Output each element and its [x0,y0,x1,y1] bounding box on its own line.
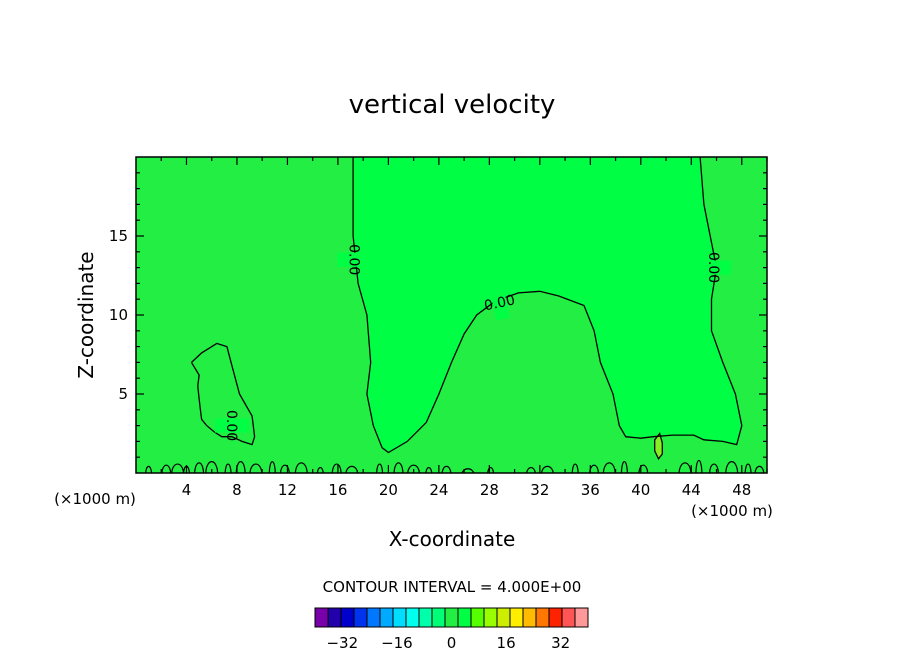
x-axis-label: X-coordinate [389,527,516,551]
surface-contour-blob [393,462,404,473]
surface-contour-blob [620,461,628,473]
surface-contour-blob [194,462,205,473]
colorbar-swatch [548,607,563,628]
colorbar-swatch [522,607,537,628]
colorbar-swatch [457,607,472,628]
colorbar-swatch [353,607,368,628]
contour-left-cell [190,342,256,446]
positive-velocity-region [353,157,742,453]
x-tick-label: 4 [182,481,192,499]
contour-label: 0.00 [705,252,721,283]
x-tick-label: 12 [278,481,297,499]
contour-label-backdrop [489,284,510,321]
colorbar-label: 0 [447,634,457,652]
surface-contour-blob [294,462,308,473]
x-tick-label: 36 [581,481,600,499]
colorbar-label: 16 [497,634,516,652]
surface-contour-blob [376,463,384,473]
surface-contour-blob [744,463,752,473]
axis-ticks [136,157,768,473]
x-tick-label: 8 [232,481,242,499]
x-tick-label: 44 [682,481,701,499]
surface-contour-blob [331,463,342,473]
colorbar-swatch [405,607,420,628]
surface-contour-blob [725,461,739,473]
colorbar-labels: −32 −16 0 16 32 [326,634,570,652]
colorbar-swatch [561,607,576,628]
colorbar-swatch [444,607,459,628]
contour-label-backdrop [214,418,249,433]
surface-contour-blob [249,463,263,473]
colorbar-swatch [535,607,550,628]
surface-contour-blob [205,461,219,473]
weak-updraft-cell [654,433,663,459]
y-tick-label: 15 [109,227,128,245]
x-units-right: (×1000 m) [691,502,773,520]
x-units-left: (×1000 m) [54,490,136,508]
contour-labels: 0.00 0.00 0.00 0.00 [214,244,731,441]
colorbar-swatch [340,607,355,628]
colorbar-swatch [366,607,381,628]
surface-contour-blob [224,463,232,473]
y-tick-label: 10 [109,306,128,324]
zero-contour-lines [190,157,743,461]
surface-contour-blob [638,464,649,473]
colorbar [314,607,589,628]
colorbar-swatch [574,607,589,628]
surface-contour-blob [407,464,420,473]
colorbar-swatch [418,607,433,628]
y-tick-label: 5 [118,385,128,403]
chart-title: vertical velocity [349,90,556,120]
surface-contour-blob [709,463,719,473]
colorbar-label: −16 [381,634,413,652]
colorbar-swatch [509,607,524,628]
colorbar-label: 32 [551,634,570,652]
contour-label-backdrop [337,252,372,267]
surface-contour-blob [602,462,616,473]
contour-right-cell [654,432,663,461]
contour-label: 0.00 [345,244,361,275]
surface-contour-blob [268,461,276,473]
contour-label: 0.00 [223,410,239,441]
x-tick-labels: 4 8 12 16 20 24 28 32 36 40 44 48 [182,481,752,499]
x-tick-label: 16 [328,481,347,499]
colorbar-swatch [327,607,342,628]
surface-contour-blob [461,468,475,473]
colorbar-swatch [470,607,485,628]
colorbar-swatch [379,607,394,628]
surface-contour-blob [571,463,579,473]
colorbar-swatch [496,607,511,628]
contour-central-updraft [352,157,743,454]
x-tick-label: 28 [480,481,499,499]
contour-label: 0.00 [483,292,517,314]
colorbar-swatch [431,607,446,628]
surface-contour-blob [678,462,692,473]
x-tick-label: 40 [631,481,650,499]
x-tick-label: 24 [429,481,448,499]
colorbar-swatch [483,607,498,628]
colorbar-label: −32 [326,634,358,652]
y-axis-label: Z-coordinate [74,251,98,378]
colorbar-swatch [314,607,329,628]
y-tick-labels: 5 10 15 [109,227,128,403]
contour-label-backdrop [696,260,731,275]
surface-contour-blob [279,464,290,473]
contour-interval-text: CONTOUR INTERVAL = 4.000E+00 [323,578,582,596]
x-tick-label: 48 [732,481,751,499]
x-tick-label: 32 [530,481,549,499]
x-tick-label: 20 [379,481,398,499]
surface-contour-blob [695,459,703,473]
surface-contour-blob [161,464,172,473]
colorbar-swatch [392,607,407,628]
